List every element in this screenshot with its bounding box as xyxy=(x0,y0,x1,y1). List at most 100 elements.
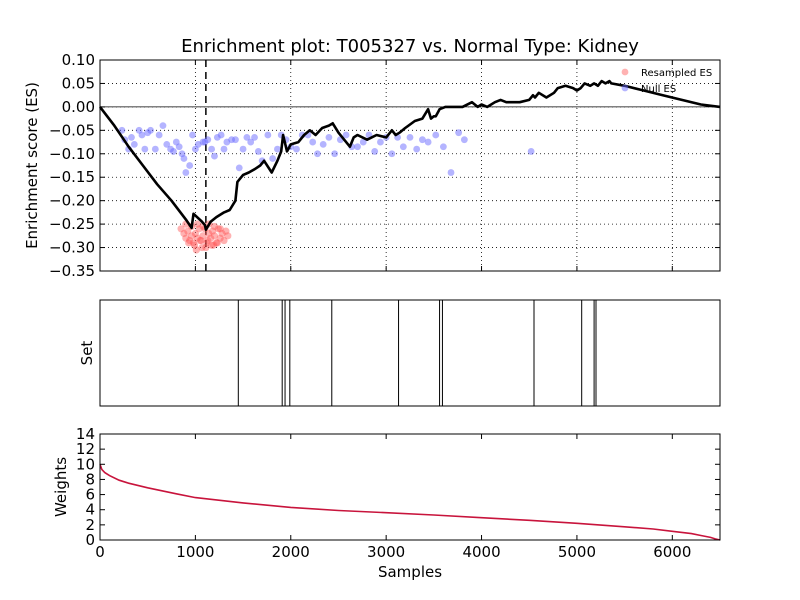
null-es-point xyxy=(170,148,177,155)
null-es-point xyxy=(220,145,228,153)
null-es-point xyxy=(186,162,194,169)
resampled-es-point xyxy=(187,232,196,240)
null-es-point xyxy=(293,145,300,153)
resampled-es-point xyxy=(202,243,210,252)
null-es-point xyxy=(151,145,159,153)
weights-ytick-label: 0 xyxy=(85,531,95,549)
resampled-es-point xyxy=(199,232,207,240)
resampled-es-point xyxy=(216,225,224,233)
resampled-es-point xyxy=(218,229,226,238)
es-ytick-label: −0.30 xyxy=(49,239,95,257)
weights-xtick-label: 6000 xyxy=(653,543,691,561)
weights-xtick-label: 4000 xyxy=(462,543,500,561)
null-es-point xyxy=(118,126,126,134)
es-ytick-label: −0.15 xyxy=(49,168,95,186)
resampled-es-point xyxy=(182,234,190,242)
null-es-point xyxy=(239,145,247,153)
weights-line xyxy=(99,464,721,541)
resampled-es-point xyxy=(207,234,215,242)
null-es-point xyxy=(217,131,225,139)
resampled-es-point xyxy=(203,239,211,247)
null-es-point xyxy=(377,138,384,146)
null-es-point xyxy=(155,131,163,139)
es-ytick-label: −0.25 xyxy=(49,215,95,233)
weights-xlabel: Samples xyxy=(378,563,442,581)
resampled-es-point xyxy=(208,241,216,249)
es-ytick-label: −0.05 xyxy=(49,121,95,139)
null-es-point xyxy=(274,145,281,153)
null-es-point xyxy=(243,133,251,141)
weights-xtick-label: 1000 xyxy=(176,543,214,561)
legend-resampled-label: Resampled ES xyxy=(641,68,712,79)
null-es-point xyxy=(419,136,426,144)
resampled-es-point xyxy=(213,239,221,247)
set-ylabel: Set xyxy=(78,341,96,366)
null-es-point xyxy=(314,150,321,158)
resampled-es-point xyxy=(177,225,185,233)
set-plot-frame xyxy=(99,299,721,407)
null-es-point xyxy=(163,141,171,148)
resampled-es-point xyxy=(189,239,198,247)
weights-ytick-label: 12 xyxy=(76,440,95,458)
resampled-es-point xyxy=(198,243,206,252)
null-es-point xyxy=(211,152,218,160)
resampled-es-point xyxy=(205,229,213,238)
null-es-point xyxy=(180,155,188,162)
weights-ylabel: Weights xyxy=(52,457,70,517)
null-es-point xyxy=(147,126,154,134)
es-ytick-label: −0.20 xyxy=(49,192,95,210)
resampled-es-point xyxy=(224,232,232,240)
null-es-point xyxy=(309,138,317,146)
null-es-point xyxy=(455,129,463,137)
resampled-es-point xyxy=(197,236,205,245)
resampled-es-point xyxy=(208,227,217,235)
resampled-es-point xyxy=(216,234,224,242)
null-es-point xyxy=(189,131,196,139)
null-es-point xyxy=(460,136,468,144)
null-es-point xyxy=(527,148,535,155)
null-es-point xyxy=(130,141,138,148)
null-es-point xyxy=(175,143,183,151)
null-es-point xyxy=(342,131,350,139)
legend-resampled-marker xyxy=(621,68,629,76)
null-es-point xyxy=(235,164,243,172)
weights-xtick-label: 3000 xyxy=(367,543,405,561)
resampled-es-point xyxy=(192,246,200,254)
legend-null-label: Null ES xyxy=(641,84,676,95)
null-es-point xyxy=(232,136,239,144)
null-es-point xyxy=(432,131,440,139)
weights-ytick-label: 2 xyxy=(85,516,95,534)
weights-ytick-label: 4 xyxy=(85,501,95,519)
null-es-point xyxy=(269,155,277,162)
null-es-point xyxy=(141,145,149,153)
null-es-point xyxy=(254,148,262,155)
resampled-es-point xyxy=(180,229,188,238)
null-es-point xyxy=(331,150,339,158)
resampled-es-point xyxy=(212,239,220,247)
es-ytick-label: 0.00 xyxy=(62,98,95,116)
resampled-es-point xyxy=(210,222,219,231)
weights-plot-frame xyxy=(99,433,721,541)
es-ytick-label: −0.10 xyxy=(49,145,95,163)
resampled-es-point xyxy=(204,236,212,245)
null-es-point xyxy=(413,145,421,153)
null-es-point xyxy=(424,138,432,146)
es-plot-frame xyxy=(99,59,721,272)
resampled-es-point xyxy=(195,225,203,233)
resampled-es-point xyxy=(209,241,218,249)
null-es-point xyxy=(447,169,455,176)
null-es-point xyxy=(319,141,327,148)
weights-plot-background xyxy=(100,434,720,540)
null-es-point xyxy=(138,131,146,139)
null-es-point xyxy=(128,133,135,141)
null-es-point xyxy=(439,143,447,151)
es-panel: 0.10 0.05 0.00 −0.05 −0.10 −0.15 −0.20 −0.25 −0.… xyxy=(23,51,721,280)
resampled-es-point xyxy=(191,229,199,238)
null-es-point xyxy=(264,131,272,139)
resampled-es-point xyxy=(196,236,204,245)
es-ytick-label: 0.05 xyxy=(62,74,95,92)
chart-title: Enrichment plot: T005327 vs. Normal Type… xyxy=(181,36,639,57)
weights-ytick-label: 8 xyxy=(85,470,95,488)
